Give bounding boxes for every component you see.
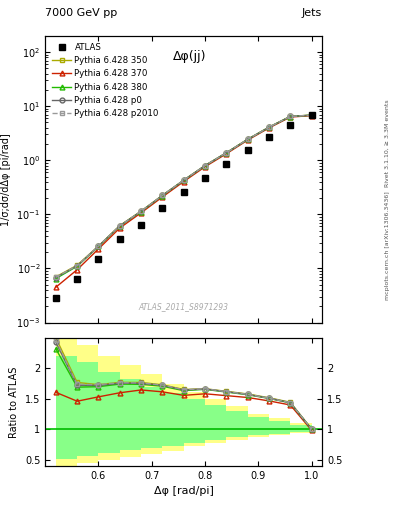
Text: Δφ(jj): Δφ(jj) (173, 50, 206, 63)
Y-axis label: 1/σ;dσ/dΔφ [pi/rad]: 1/σ;dσ/dΔφ [pi/rad] (1, 133, 11, 226)
X-axis label: Δφ [rad/pi]: Δφ [rad/pi] (154, 486, 214, 496)
Text: Rivet 3.1.10, ≥ 3.3M events: Rivet 3.1.10, ≥ 3.3M events (385, 99, 389, 187)
Text: mcplots.cern.ch [arXiv:1306.3436]: mcplots.cern.ch [arXiv:1306.3436] (385, 191, 389, 300)
Y-axis label: Ratio to ATLAS: Ratio to ATLAS (9, 366, 19, 438)
Text: ATLAS_2011_S8971293: ATLAS_2011_S8971293 (139, 302, 229, 311)
Text: 7000 GeV pp: 7000 GeV pp (45, 8, 118, 18)
Text: Jets: Jets (302, 8, 322, 18)
Legend: ATLAS, Pythia 6.428 350, Pythia 6.428 370, Pythia 6.428 380, Pythia 6.428 p0, Py: ATLAS, Pythia 6.428 350, Pythia 6.428 37… (50, 40, 162, 121)
